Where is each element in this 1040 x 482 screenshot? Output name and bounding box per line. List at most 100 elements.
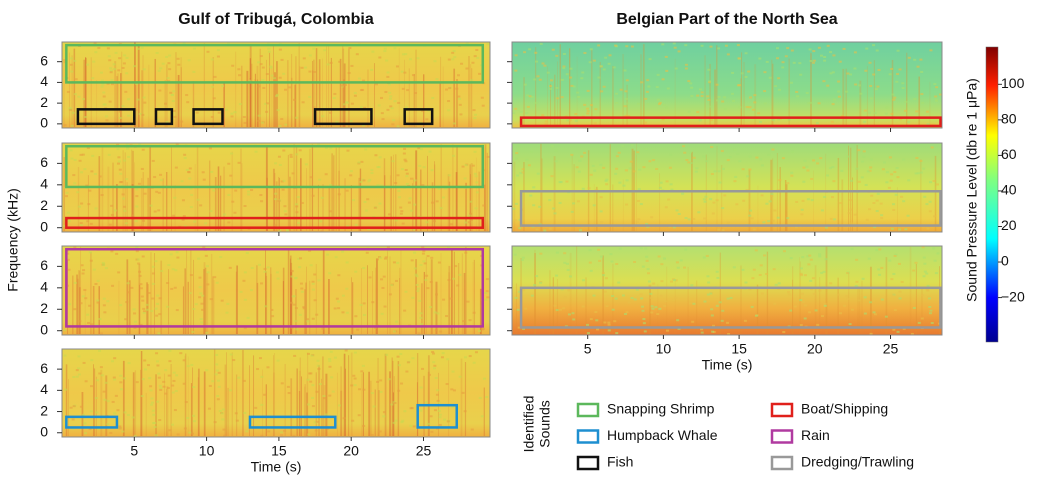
spectral-speckle	[401, 53, 405, 56]
spectral-speckle	[474, 351, 478, 354]
spectral-speckle	[658, 186, 662, 189]
spectral-speckle	[390, 403, 394, 406]
spectral-speckle	[383, 47, 387, 50]
spectral-speckle	[621, 145, 625, 148]
spectral-speckle	[762, 221, 766, 224]
spectral-speckle	[577, 95, 581, 98]
spectral-speckle	[84, 432, 88, 435]
spectral-speckle	[824, 226, 828, 229]
spectral-speckle	[472, 361, 476, 364]
spectral-speckle	[237, 376, 241, 379]
spectral-speckle	[456, 74, 460, 77]
spectral-speckle	[294, 307, 298, 310]
spectral-speckle	[311, 317, 315, 320]
spectral-speckle	[316, 359, 320, 362]
spectral-speckle	[283, 205, 287, 208]
spectral-speckle	[395, 65, 399, 68]
spectral-speckle	[393, 100, 397, 103]
spectral-speckle	[265, 73, 269, 76]
spectral-speckle	[94, 51, 98, 54]
spectral-speckle	[461, 391, 465, 394]
spectral-speckle	[570, 153, 574, 156]
spectral-speckle	[612, 66, 616, 69]
spectral-speckle	[717, 228, 721, 231]
spectral-speckle	[855, 258, 859, 261]
spectral-speckle	[418, 164, 422, 167]
spectral-speckle	[823, 304, 827, 307]
spectral-speckle	[599, 65, 603, 68]
spectral-speckle	[399, 212, 403, 215]
column-title: Gulf of Tribugá, Colombia	[178, 11, 374, 28]
spectral-speckle	[812, 159, 816, 162]
spectral-speckle	[259, 55, 263, 58]
spectral-speckle	[791, 150, 795, 153]
legend-swatch	[770, 455, 794, 471]
spectral-speckle	[666, 87, 670, 90]
spectral-speckle	[474, 175, 478, 178]
spectral-speckle	[711, 212, 715, 215]
spectral-speckle	[158, 89, 162, 92]
spectral-speckle	[549, 79, 553, 82]
spectral-speckle	[112, 68, 116, 71]
spectral-speckle	[118, 57, 122, 60]
spectral-speckle	[603, 290, 607, 293]
spectral-speckle	[475, 181, 479, 184]
spectral-speckle	[89, 259, 93, 262]
spectral-speckle	[362, 179, 366, 182]
spectral-speckle	[857, 180, 861, 183]
spectral-speckle	[297, 257, 301, 260]
spectral-speckle	[183, 157, 187, 160]
spectral-speckle	[358, 388, 362, 391]
spectral-speckle	[873, 313, 877, 316]
spectral-speckle	[242, 115, 246, 118]
spectral-speckle	[277, 155, 281, 158]
spectral-speckle	[903, 109, 907, 112]
spectral-speckle	[409, 407, 413, 410]
spectral-speckle	[188, 177, 192, 180]
spectral-speckle	[707, 68, 711, 71]
spectral-speckle	[392, 261, 396, 264]
spectral-speckle	[689, 302, 693, 305]
spectral-speckle	[140, 395, 144, 398]
spectral-speckle	[257, 85, 261, 88]
spectral-speckle	[405, 370, 409, 373]
spectral-speckle	[781, 66, 785, 69]
spectral-speckle	[82, 98, 86, 101]
spectral-speckle	[86, 63, 90, 66]
spectral-speckle	[182, 42, 186, 45]
spectral-speckle	[186, 101, 190, 104]
spectral-speckle	[108, 223, 112, 226]
spectral-speckle	[523, 83, 527, 86]
spectral-speckle	[433, 364, 437, 367]
spectral-speckle	[800, 208, 804, 211]
spectral-speckle	[395, 320, 399, 323]
spectral-speckle	[916, 150, 920, 153]
spectral-speckle	[329, 147, 333, 150]
spectral-speckle	[514, 296, 518, 299]
spectral-speckle	[888, 156, 892, 159]
spectral-speckle	[110, 360, 114, 363]
spectral-speckle	[273, 224, 277, 227]
spectral-speckle	[308, 249, 312, 252]
spectral-speckle	[282, 149, 286, 152]
spectral-speckle	[311, 194, 315, 197]
spectral-speckle	[644, 148, 648, 151]
spectral-speckle	[172, 109, 176, 112]
spectral-speckle	[551, 48, 555, 51]
spectral-speckle	[726, 321, 730, 324]
spectral-speckle	[98, 372, 102, 375]
spectral-speckle	[298, 313, 302, 316]
spectral-speckle	[380, 312, 384, 315]
spectral-speckle	[157, 69, 161, 72]
spectral-speckle	[710, 308, 714, 311]
spectral-speckle	[794, 226, 798, 229]
spectral-speckle	[589, 173, 593, 176]
spectral-speckle	[752, 228, 756, 231]
spectral-speckle	[849, 73, 853, 76]
spectral-speckle	[721, 207, 725, 210]
spectral-speckle	[134, 220, 138, 223]
spectral-speckle	[88, 304, 92, 307]
spectral-speckle	[460, 62, 464, 65]
spectral-speckle	[824, 258, 828, 261]
spectral-speckle	[863, 109, 867, 112]
